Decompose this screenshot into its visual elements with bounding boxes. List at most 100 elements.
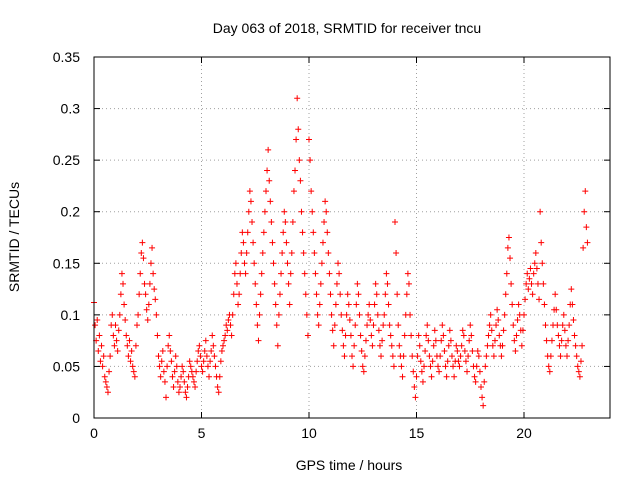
data-point (127, 358, 134, 365)
data-point (336, 270, 343, 277)
data-point (203, 353, 210, 360)
data-point (467, 322, 474, 329)
data-point (450, 363, 457, 370)
data-point (496, 332, 503, 339)
data-point (495, 317, 502, 324)
data-point (441, 347, 448, 354)
data-point (324, 229, 331, 236)
data-point (353, 301, 360, 308)
data-point (251, 260, 258, 267)
data-point (138, 249, 145, 256)
data-point (390, 363, 397, 370)
data-point (156, 363, 163, 370)
data-point (151, 286, 158, 293)
data-point (454, 347, 461, 354)
data-point (220, 342, 226, 349)
data-point (392, 219, 398, 226)
data-point (190, 378, 197, 385)
data-point (180, 368, 187, 375)
data-point (338, 311, 345, 318)
data-point (206, 373, 213, 380)
data-point (269, 239, 276, 246)
data-point (350, 363, 357, 370)
data-point (209, 332, 216, 339)
data-point (403, 291, 410, 298)
data-point (94, 317, 101, 324)
data-point (469, 347, 476, 354)
data-point (555, 332, 562, 339)
data-point (466, 337, 473, 344)
data-point (548, 337, 555, 344)
data-point (327, 291, 334, 298)
data-point (240, 239, 247, 246)
data-point (309, 208, 316, 215)
data-point (242, 270, 249, 277)
data-point (385, 301, 392, 308)
data-point (468, 332, 475, 339)
data-point (448, 353, 455, 360)
data-point (116, 311, 123, 318)
data-point (157, 373, 164, 380)
data-point (210, 342, 217, 349)
data-point (302, 291, 309, 298)
data-point (155, 353, 162, 360)
data-point (319, 239, 326, 246)
data-point (182, 389, 189, 396)
data-point (125, 353, 132, 360)
data-point (493, 322, 500, 329)
data-point (372, 280, 379, 287)
data-point (177, 384, 183, 391)
data-point (290, 188, 297, 195)
data-point (95, 347, 102, 354)
x-tick-label: 20 (516, 425, 532, 441)
data-point (459, 327, 466, 334)
data-point (576, 373, 583, 380)
data-point (294, 95, 301, 102)
data-point (122, 317, 129, 324)
data-point (360, 368, 367, 375)
data-point (537, 208, 544, 215)
data-point (186, 358, 193, 365)
data-point (132, 342, 139, 349)
data-point (349, 353, 355, 360)
data-point (295, 126, 302, 133)
data-point (488, 327, 495, 334)
data-point (274, 342, 281, 349)
data-point (505, 234, 512, 241)
data-point (179, 363, 186, 370)
data-point (194, 358, 201, 365)
data-point (303, 311, 310, 318)
y-tick-label: 0 (72, 410, 80, 426)
y-tick-label: 0.3 (61, 101, 81, 117)
data-point (221, 337, 228, 344)
data-point (518, 342, 525, 349)
data-point (542, 322, 549, 329)
data-point (456, 363, 463, 370)
data-point (404, 270, 411, 277)
data-point (561, 327, 568, 334)
data-point (465, 353, 472, 360)
data-point (529, 291, 536, 298)
data-point (222, 332, 229, 339)
data-point (489, 342, 496, 349)
data-point (536, 296, 543, 303)
data-point (514, 317, 521, 324)
data-point (288, 249, 295, 256)
data-point (546, 368, 553, 375)
data-point (113, 337, 120, 344)
data-point (553, 306, 560, 313)
data-point (310, 229, 317, 236)
data-point (287, 270, 294, 277)
data-point (480, 402, 487, 409)
data-point (572, 342, 579, 349)
data-point (504, 244, 511, 251)
data-point (366, 301, 373, 308)
data-point (267, 198, 274, 205)
data-point (207, 358, 214, 365)
data-point (164, 363, 171, 370)
data-point (371, 301, 378, 308)
data-point (415, 332, 422, 339)
data-point (293, 136, 300, 143)
data-point (405, 280, 412, 287)
data-point (367, 317, 374, 324)
